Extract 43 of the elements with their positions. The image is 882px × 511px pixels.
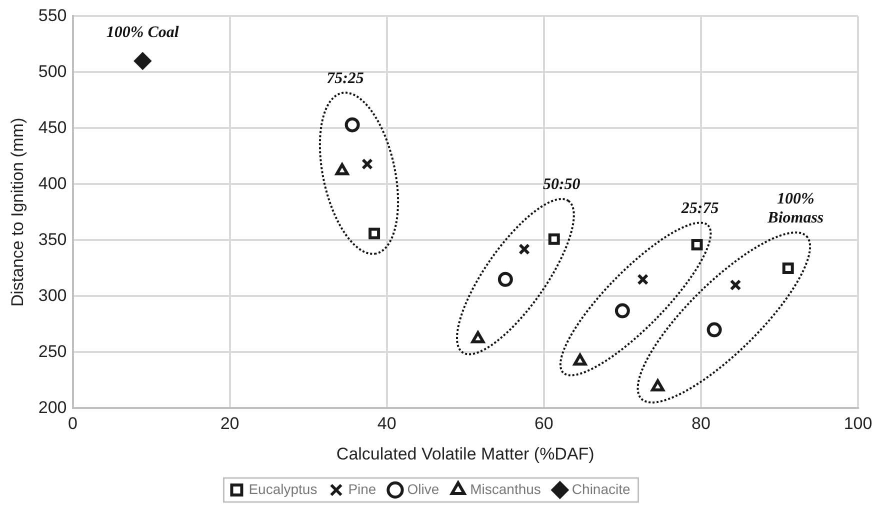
- x-tick-label: 60: [534, 414, 554, 434]
- annotation: 25:75: [680, 200, 719, 217]
- annotation: 75:25: [326, 70, 364, 87]
- y-tick-label: 450: [38, 118, 67, 137]
- point: [614, 303, 630, 318]
- annotation: 50:50: [542, 176, 580, 194]
- point: [651, 379, 664, 392]
- point: [730, 279, 742, 291]
- x-tick-label: 20: [220, 414, 240, 434]
- point: [361, 158, 373, 170]
- point: [344, 117, 360, 132]
- point: [706, 322, 722, 338]
- x-tick-label: 80: [691, 414, 710, 434]
- legend-label: Pine: [348, 480, 376, 497]
- point: [691, 238, 703, 250]
- legend-label: Chinacite: [572, 480, 630, 497]
- x-tick-label: 40: [377, 414, 396, 434]
- annotation: 100% Coal: [106, 24, 180, 42]
- point: [368, 228, 380, 240]
- legend-label: Olive: [407, 480, 440, 497]
- annotation: 100% Biomass: [766, 190, 824, 227]
- y-tick-label: 200: [38, 398, 67, 417]
- point: [573, 354, 587, 366]
- point: [134, 52, 152, 70]
- point: [498, 272, 513, 287]
- point: [335, 163, 349, 176]
- point: [637, 274, 649, 286]
- point: [548, 233, 560, 245]
- y-tick-label: 550: [38, 6, 67, 25]
- legend-label: Miscanthus: [470, 480, 541, 497]
- y-tick-label: 500: [38, 62, 67, 81]
- y-axis-title: Distance to Ignition (mm): [8, 118, 27, 307]
- y-tick-label: 300: [38, 286, 67, 305]
- y-tick-label: 350: [38, 230, 67, 249]
- legend-label: Eucalyptus: [248, 480, 318, 497]
- x-axis-title: Calculated Volatile Matter (%DAF): [336, 444, 594, 464]
- y-tick-label: 250: [38, 342, 67, 361]
- point: [782, 262, 794, 274]
- x-tick-label: 100: [844, 414, 872, 434]
- point: [518, 243, 530, 255]
- point: [471, 331, 485, 344]
- y-tick-label: 400: [38, 174, 67, 193]
- x-tick-label: 0: [68, 414, 78, 434]
